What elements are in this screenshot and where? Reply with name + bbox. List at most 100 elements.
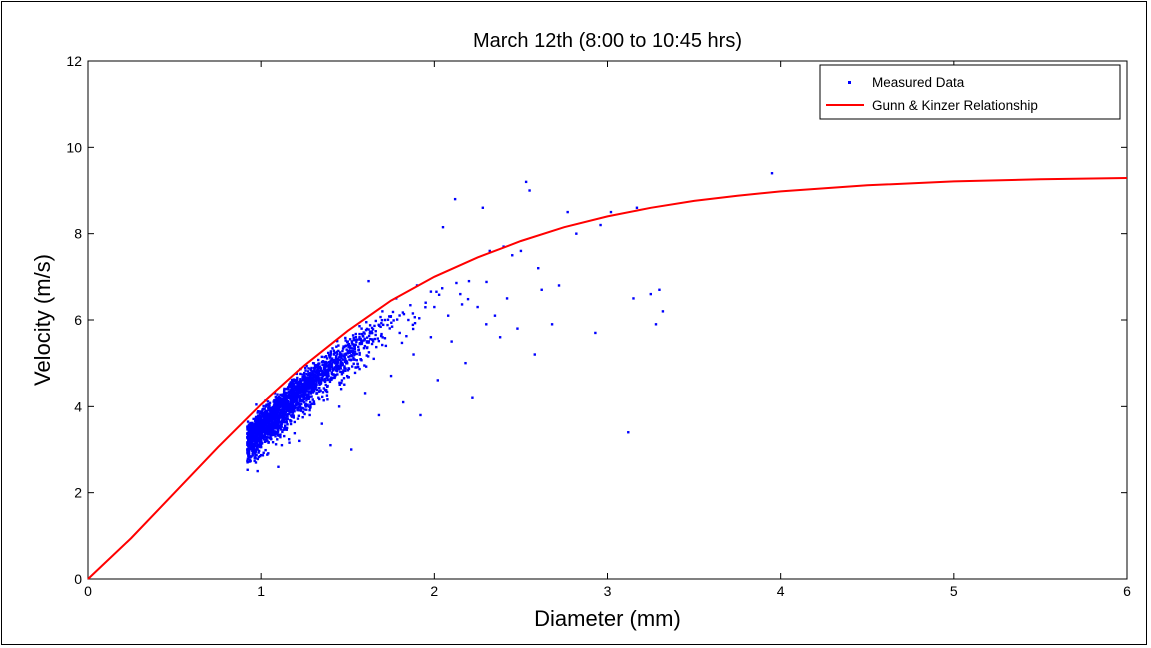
measured-point [251,437,254,440]
measured-point [296,386,300,390]
measured-point [345,348,348,351]
measured-point [292,387,295,391]
measured-point [358,367,361,371]
measured-point [246,425,249,428]
measured-point [370,326,374,330]
measured-point [256,442,259,446]
measured-point [276,401,280,405]
measured-point [379,334,383,338]
x-tick-label: 6 [1123,583,1131,599]
measured-point [264,422,268,425]
measured-point [266,433,270,436]
measured-point [251,444,254,448]
measured-point [362,346,366,350]
measured-point [300,399,303,402]
measured-point [283,415,286,418]
measured-point [298,439,301,443]
measured-point [360,327,363,330]
measured-point [275,426,278,430]
measured-point [296,397,299,401]
y-tick-label: 8 [74,226,82,242]
measured-point [287,438,291,441]
measured-point [363,392,367,395]
measured-point [316,368,320,371]
measured-point [329,350,332,353]
measured-point [363,344,367,348]
measured-point [292,383,296,386]
measured-point [328,365,331,369]
measured-point [315,392,318,395]
measured-point [266,453,269,456]
measured-point [364,328,368,332]
measured-point [277,406,281,409]
measured-point [370,342,374,346]
measured-point [424,306,427,309]
measured-point [255,445,258,448]
measured-point [359,342,363,346]
legend-marker-measured [848,81,851,84]
measured-point [323,379,327,382]
measured-point [255,403,258,406]
measured-point [254,419,258,422]
measured-point [277,426,281,430]
measured-point [286,417,289,421]
measured-point [246,433,250,437]
measured-point [505,297,509,300]
measured-point [380,319,384,322]
measured-point [269,437,272,441]
measured-point [312,386,316,389]
measured-point [266,439,269,442]
measured-point [369,337,372,341]
measured-point [273,415,276,418]
measured-point [279,428,283,431]
measured-point [310,377,313,380]
measured-point [266,420,270,423]
measured-point [341,362,344,365]
measured-point [251,452,254,455]
measured-point [309,390,312,394]
measured-point [413,321,417,325]
measured-point [305,399,308,402]
measured-point [249,459,252,463]
measured-point [357,348,361,351]
measured-point [367,351,371,354]
measured-point [286,423,289,426]
y-tick-label: 2 [74,485,82,501]
measured-point [295,372,299,376]
measured-point [366,355,370,358]
measured-point [344,345,347,348]
measured-point [318,387,321,390]
measured-point [246,450,249,454]
measured-point [376,337,380,340]
measured-point [341,347,345,350]
measured-point [340,379,344,382]
measured-point [306,370,310,373]
measured-point [353,343,356,346]
measured-point [280,408,284,411]
measured-point [315,388,319,392]
measured-point [289,420,292,423]
measured-point [329,353,332,357]
measured-point [371,340,375,343]
measured-point [257,421,260,424]
measured-point [285,426,289,430]
measured-point [405,334,408,338]
measured-point [317,396,320,399]
measured-point [312,400,316,403]
measured-point [276,429,280,432]
measured-point [367,340,370,343]
measured-point [288,441,291,444]
measured-point [311,389,314,393]
measured-point [324,371,327,374]
measured-point [327,353,331,357]
measured-point [275,396,279,400]
measured-point [305,396,308,400]
measured-point [316,366,320,369]
measured-point [466,297,470,301]
measured-point [347,344,351,347]
measured-point [275,432,279,435]
measured-point [272,416,275,419]
measured-point [338,358,341,362]
measured-point [282,410,285,414]
measured-point [272,426,275,429]
